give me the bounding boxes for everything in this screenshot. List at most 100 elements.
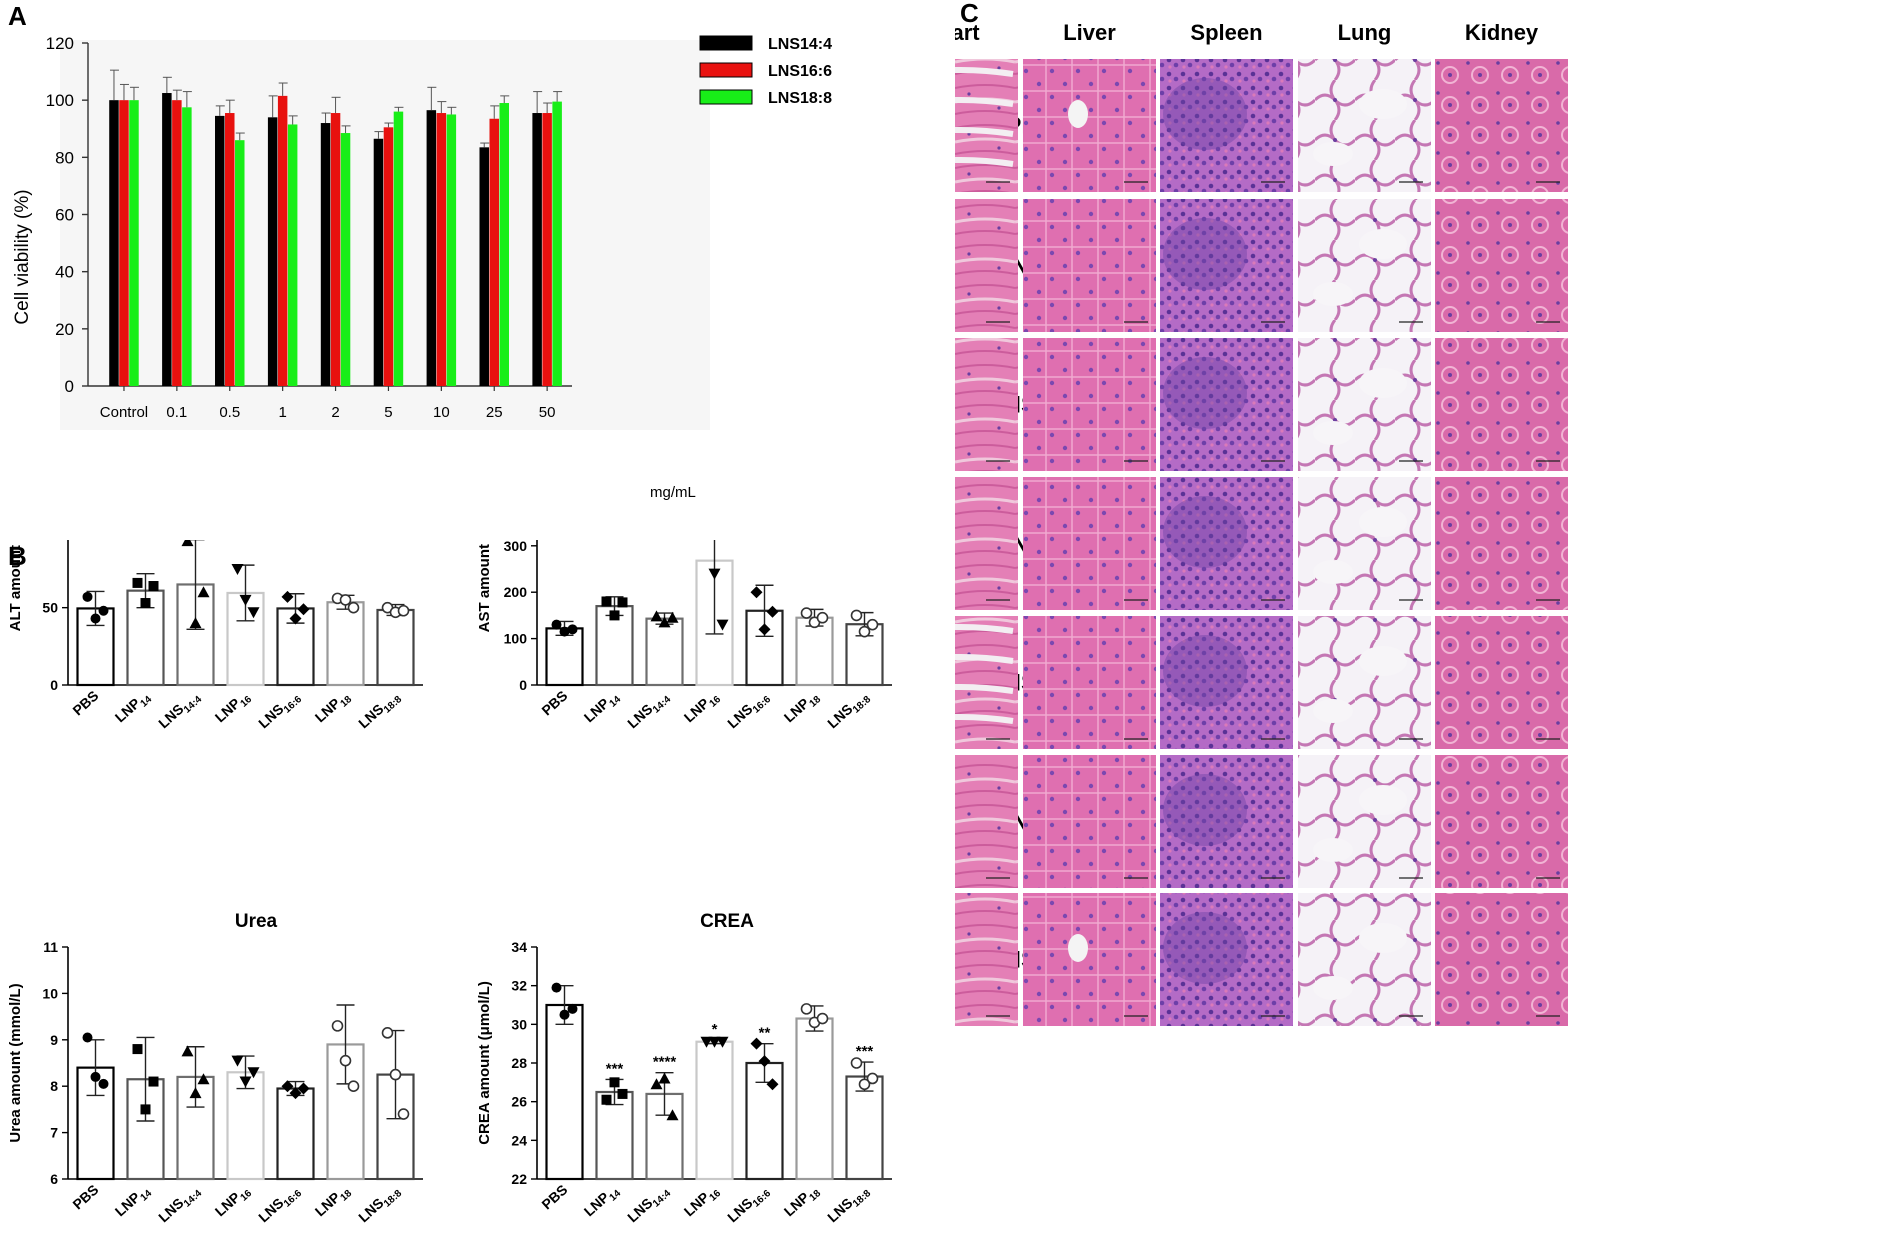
histology-alveolar-space: [1313, 838, 1353, 862]
histology-white-pulp: [1163, 635, 1247, 707]
histology-image-liver: [1023, 755, 1156, 888]
panel-b-y-axis-label: ALT amount (U/L): [7, 540, 24, 631]
panel-b-y-tick-label: 0: [519, 677, 527, 693]
panel-b-x-tick-label: LNP14: [581, 687, 624, 728]
panel-b-y-axis-label: CREA amount (μmol/L): [476, 981, 493, 1145]
histology-alveolar-space: [1359, 368, 1407, 398]
histology-image-spleen: [1160, 616, 1293, 749]
histology-alveolar-space: [1313, 560, 1353, 584]
histology-image-kidney: [1435, 338, 1568, 471]
panel-b-y-tick-label: 9: [50, 1032, 58, 1048]
panel-b-y-tick-label: 10: [42, 985, 58, 1001]
panel-a-bar-LNS16:6: [436, 113, 447, 386]
panel-a-x-tick-label: 0.5: [219, 404, 240, 421]
panel-b-data-point: [609, 1077, 620, 1088]
panel-b-data-point: [858, 1078, 871, 1091]
histology-fiber-gap: [955, 684, 1014, 694]
panel-b-x-tick-label: LNP18: [781, 687, 824, 728]
panel-b-data-point: [98, 605, 109, 616]
histology-image-lung: [1298, 59, 1431, 192]
panel-b-y-tick-label: 32: [511, 978, 527, 994]
histology-alveolar-space: [1313, 142, 1353, 166]
panel-a-x-unit: mg/mL: [650, 484, 696, 501]
panel-a-bar-LNS18:8: [182, 107, 192, 386]
panel-b-data-point: [297, 1082, 310, 1095]
panel-b-bar: [645, 617, 684, 687]
panel-b-data-point: [758, 1055, 771, 1068]
panel-a-legend-swatch: [699, 35, 753, 51]
panel-c-column-header: Kidney: [1465, 20, 1539, 45]
histology-image-kidney: [1435, 477, 1568, 610]
panel-a-bar-LNS18:8: [446, 114, 457, 386]
panel-a-y-axis-label: Cell viability (%): [12, 189, 33, 324]
panel-b-x-tick-label: PBS: [69, 1181, 101, 1212]
panel-b-x-tick-label: LNS14:4: [155, 1181, 204, 1228]
panel-b-data-point: [331, 1020, 344, 1032]
histology-image-heart: [955, 893, 1018, 1026]
panel-b-x-tick-label: LNS18:8: [355, 687, 404, 734]
panel-b-bar: [545, 627, 584, 687]
panel-b-subchart-title: Urea: [235, 911, 278, 932]
panel-b-x-tick-label: LNP18: [312, 687, 355, 728]
panel-b-significance-mark: ***: [856, 1043, 874, 1060]
panel-b-x-tick-label: LNS16:6: [724, 687, 773, 734]
panel-b-x-tick-label: LNP14: [112, 687, 155, 728]
panel-a-legend-swatch: [699, 89, 753, 105]
panel-b-data-point: [617, 1088, 628, 1099]
panel-b-x-tick-label: LNP14: [581, 1181, 624, 1222]
panel-a-bar-LNS14:4: [162, 93, 172, 386]
panel-b-y-tick-label: 7: [50, 1125, 58, 1141]
histology-alveolar-space: [1359, 923, 1407, 953]
panel-c-histology-grid: C HeartLiverSpleenLungKidney PBSLNP14LNS…: [955, 0, 1568, 1026]
panel-b-bar: [595, 1090, 634, 1181]
panel-b-data-point: [559, 626, 570, 637]
panel-a-bar-LNS16:6: [277, 95, 288, 387]
histology-image-spleen: [1160, 893, 1293, 1026]
histology-image-liver: [1023, 59, 1156, 192]
histology-alveolar-space: [1313, 699, 1353, 723]
panel-b-data-point: [289, 1087, 302, 1100]
panel-b-data-point: [181, 540, 194, 547]
histology-alveolar-space: [1359, 507, 1407, 537]
histology-fiber-gap: [955, 67, 1014, 77]
histology-white-pulp: [1163, 78, 1247, 150]
panel-b-x-tick-label: LNP16: [681, 1181, 724, 1222]
panel-b-data-point: [617, 597, 628, 608]
histology-fiber-gap: [955, 714, 1014, 724]
panel-b-data-point: [850, 1057, 863, 1069]
panel-b-data-point: [189, 1087, 202, 1099]
panel-b-data-point: [708, 1036, 721, 1048]
panel-b-data-point: [381, 1027, 394, 1039]
histology-image-liver: [1023, 199, 1156, 332]
histology-image-spleen: [1160, 59, 1293, 192]
panel-b-data-point: [140, 1104, 151, 1115]
histology-image-heart: [955, 59, 1018, 192]
panel-b-data-point: [666, 611, 679, 623]
panel-a-x-tick-label: 2: [331, 404, 339, 421]
panel-b-data-point: [567, 1003, 578, 1014]
histology-fiber-gap: [955, 127, 1014, 137]
panel-b-data-point: [658, 1072, 671, 1084]
panel-b-data-point: [559, 1009, 570, 1020]
histology-fiber-gap: [955, 624, 1014, 634]
panel-b-data-point: [148, 1076, 159, 1087]
panel-b-x-tick-label: PBS: [69, 687, 101, 718]
histology-image-lung: [1298, 755, 1431, 888]
histology-image-heart: [955, 616, 1018, 749]
panel-b-y-tick-label: 26: [511, 1094, 527, 1110]
histology-white-pulp: [1163, 774, 1247, 846]
panel-a-x-tick-label: 10: [433, 404, 450, 421]
histology-alveolar-space: [1359, 646, 1407, 676]
panel-a-bar-LNS14:4: [479, 147, 489, 386]
panel-a-x-tick-label: 1: [278, 404, 286, 421]
panel-b-data-point: [708, 568, 721, 580]
panel-a-bar-LNS14:4: [267, 117, 278, 387]
panel-b-data-point: [397, 604, 410, 617]
panel-b-data-point: [339, 1054, 352, 1067]
panel-a-y-tick-label: 80: [55, 148, 74, 167]
panel-b-data-point: [90, 1071, 101, 1082]
panel-b-data-point: [82, 1032, 93, 1043]
panel-b-x-tick-label: LNS18:8: [824, 1181, 873, 1228]
panel-b-data-point: [551, 982, 562, 993]
panel-b-data-point: [567, 624, 578, 635]
